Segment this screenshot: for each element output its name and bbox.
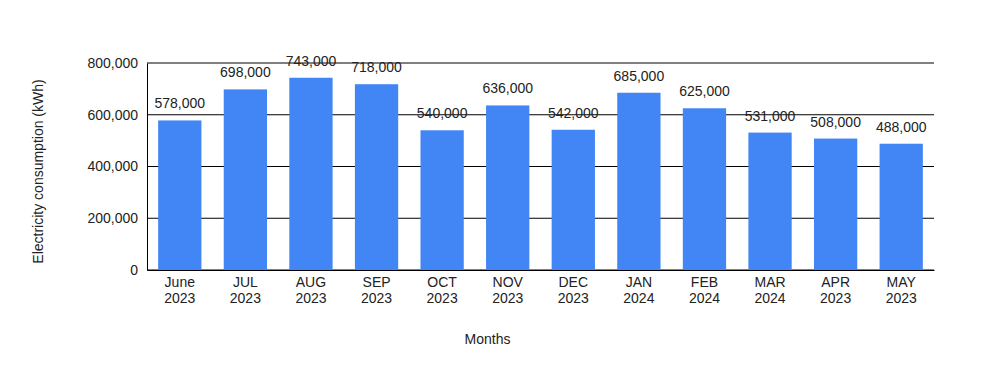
x-tick: June2023: [164, 270, 195, 306]
x-axis-title: Months: [465, 331, 511, 347]
bar: [289, 78, 332, 270]
data-label: 743,000: [286, 53, 337, 69]
x-tick-label-line: June: [165, 274, 196, 290]
chart: 0200,000400,000600,000800,000June2023JUL…: [0, 0, 994, 366]
y-tick-label: 400,000: [87, 158, 138, 174]
data-label: 531,000: [745, 108, 796, 124]
x-tick-label-line: 2024: [689, 290, 720, 306]
data-label: 488,000: [876, 119, 927, 135]
x-tick-label-line: MAR: [754, 274, 785, 290]
bar: [748, 133, 791, 270]
bar: [814, 139, 857, 270]
x-tick: JUL2023: [230, 270, 261, 306]
data-label: 698,000: [220, 64, 271, 80]
x-axis-line: [148, 270, 935, 271]
y-tick: 200,000: [87, 210, 147, 226]
x-tick-label-line: 2023: [164, 290, 195, 306]
x-tick-label: FEB2024: [689, 274, 720, 306]
x-tick: MAR2024: [754, 270, 785, 306]
bar: [486, 105, 529, 270]
x-tick-label: APR2023: [820, 274, 851, 306]
data-label: 508,000: [810, 114, 861, 130]
y-tick: 600,000: [87, 107, 147, 123]
x-tick-label-line: NOV: [493, 274, 524, 290]
x-tick-label-line: 2023: [492, 290, 523, 306]
data-label: 540,000: [417, 105, 468, 121]
bar: [355, 84, 398, 270]
y-tick: 400,000: [87, 158, 147, 174]
x-tick: SEP2023: [361, 270, 392, 306]
x-tick-label-line: SEP: [363, 274, 391, 290]
x-tick-label-line: 2023: [427, 290, 458, 306]
x-tick-label-line: FEB: [691, 274, 718, 290]
x-tick-label-line: 2024: [623, 290, 654, 306]
x-tick-label: MAY2023: [886, 274, 917, 306]
x-tick-label: SEP2023: [361, 274, 392, 306]
x-tick-label-line: 2023: [558, 290, 589, 306]
bar: [420, 130, 463, 270]
x-tick-label: AUG2023: [295, 274, 326, 306]
x-tick-label-line: 2023: [361, 290, 392, 306]
x-tick-label: JAN2024: [623, 274, 654, 306]
data-label: 625,000: [679, 83, 730, 99]
x-tick-label: OCT2023: [427, 274, 458, 306]
x-tick-label-line: AUG: [296, 274, 326, 290]
x-axis: June2023JUL2023AUG2023SEP2023OCT2023NOV2…: [148, 270, 935, 306]
x-tick: AUG2023: [295, 270, 326, 306]
data-labels: 578,000 698,000 743,000 718,000 540,000 636,0…: [154, 53, 926, 135]
x-tick-label: JUL2023: [230, 274, 261, 306]
data-label: 685,000: [614, 68, 665, 84]
bar: [224, 89, 267, 270]
x-tick-label-line: MAY: [887, 274, 917, 290]
plot: 0200,000400,000600,000800,000June2023JUL…: [87, 53, 934, 306]
x-tick-label: June2023: [164, 274, 195, 306]
y-tick: 800,000: [87, 55, 147, 71]
y-axis-line: [147, 64, 148, 271]
y-tick-label: 800,000: [87, 55, 138, 71]
data-label: 636,000: [482, 80, 533, 96]
bars: [158, 78, 923, 270]
x-tick-label-line: APR: [821, 274, 850, 290]
x-tick-label: MAR2024: [754, 274, 785, 306]
x-tick: MAY2023: [886, 270, 917, 306]
x-tick-label-line: 2023: [820, 290, 851, 306]
x-tick-label-line: OCT: [427, 274, 457, 290]
x-tick-label-line: 2024: [754, 290, 785, 306]
data-label: 578,000: [154, 95, 205, 111]
bar: [617, 93, 660, 270]
x-tick: NOV2023: [492, 270, 523, 306]
y-tick-label: 600,000: [87, 107, 138, 123]
x-tick-label-line: 2023: [295, 290, 326, 306]
x-tick-label-line: JAN: [626, 274, 652, 290]
y-axis-title: Electricity consumption (kWh): [30, 79, 46, 263]
grid-line: [147, 63, 934, 64]
x-tick-label: NOV2023: [492, 274, 523, 306]
x-tick: FEB2024: [689, 270, 720, 306]
grid: [147, 63, 934, 270]
x-tick: JAN2024: [623, 270, 654, 306]
data-label: 718,000: [351, 59, 402, 75]
x-tick-label-line: JUL: [233, 274, 258, 290]
x-tick-label-line: 2023: [886, 290, 917, 306]
x-tick-label-line: 2023: [230, 290, 261, 306]
data-label: 542,000: [548, 105, 599, 121]
y-tick-label: 0: [130, 262, 138, 278]
x-tick-label-line: DEC: [559, 274, 589, 290]
bar: [880, 144, 923, 270]
bar: [683, 108, 726, 270]
x-tick: DEC2023: [558, 270, 589, 306]
y-tick: 0: [130, 262, 147, 278]
y-tick-label: 200,000: [87, 210, 138, 226]
x-tick: APR2023: [820, 270, 851, 306]
x-tick: OCT2023: [427, 270, 458, 306]
bar: [158, 120, 201, 270]
x-tick-label: DEC2023: [558, 274, 589, 306]
bar: [552, 130, 595, 270]
y-axis: 0 200,000 400,000 600,000 800,000: [87, 55, 147, 278]
